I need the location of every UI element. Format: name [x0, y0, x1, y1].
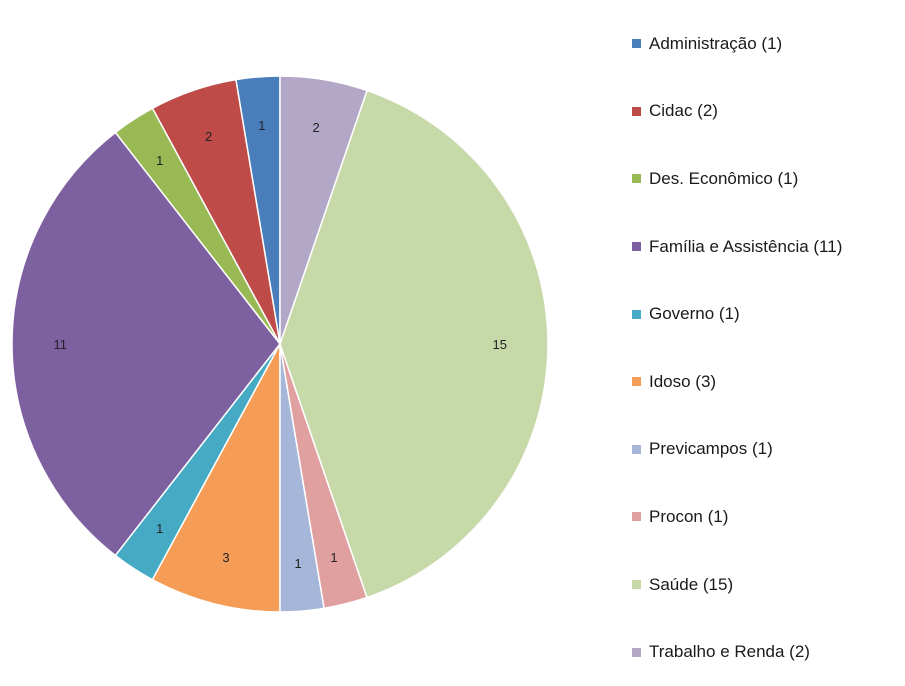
legend-swatch — [632, 580, 641, 590]
legend-item: Des. Econômico (1) — [632, 145, 842, 213]
legend-item: Cidac (2) — [632, 78, 842, 146]
slice-data-label: 11 — [53, 337, 67, 352]
slice-data-label: 3 — [222, 550, 229, 565]
slice-data-label: 1 — [330, 550, 337, 565]
legend-label: Previcampos (1) — [649, 439, 773, 459]
legend: Administração (1) Cidac (2) Des. Econômico… — [632, 10, 842, 686]
legend-label: Procon (1) — [649, 506, 729, 526]
legend-swatch — [632, 309, 641, 319]
pie-slice-saude — [279, 89, 549, 599]
pie-slice-trabalho-e-renda — [279, 75, 368, 345]
legend-label: Governo (1) — [649, 304, 740, 324]
pie-slices — [11, 75, 549, 613]
legend-item: Governo (1) — [632, 280, 842, 348]
legend-swatch — [632, 444, 641, 454]
slice-data-label: 1 — [258, 118, 265, 133]
slice-data-label: 1 — [156, 153, 163, 168]
legend-item: Procon (1) — [632, 483, 842, 551]
legend-swatch — [632, 242, 641, 252]
legend-swatch — [632, 39, 641, 49]
legend-swatch — [632, 106, 641, 116]
slice-data-label: 2 — [313, 120, 320, 135]
slice-data-label: 15 — [493, 337, 507, 352]
legend-item: Previcampos (1) — [632, 416, 842, 484]
legend-item: Saúde (15) — [632, 551, 842, 619]
legend-swatch — [632, 174, 641, 184]
legend-label: Família e Assistência (11) — [649, 236, 843, 256]
legend-swatch — [632, 512, 641, 522]
legend-item: Trabalho e Renda (2) — [632, 618, 842, 686]
legend-item: Administração (1) — [632, 10, 842, 78]
legend-label: Administração (1) — [649, 33, 783, 53]
slice-data-label: 2 — [205, 129, 212, 144]
slice-data-label: 1 — [156, 521, 163, 536]
legend-label: Cidac (2) — [649, 101, 718, 121]
legend-swatch — [632, 377, 641, 387]
legend-item: Família e Assistência (11) — [632, 213, 842, 281]
legend-item: Idoso (3) — [632, 348, 842, 416]
legend-label: Trabalho e Renda (2) — [649, 642, 810, 662]
legend-label: Des. Econômico (1) — [649, 168, 799, 188]
legend-label: Saúde (15) — [649, 574, 734, 594]
pie-slice-idoso — [151, 343, 281, 613]
pie-slice-familia-e-assistencia — [11, 131, 281, 557]
legend-swatch — [632, 647, 641, 657]
legend-label: Idoso (3) — [649, 371, 717, 391]
slice-data-label: 1 — [295, 556, 302, 571]
